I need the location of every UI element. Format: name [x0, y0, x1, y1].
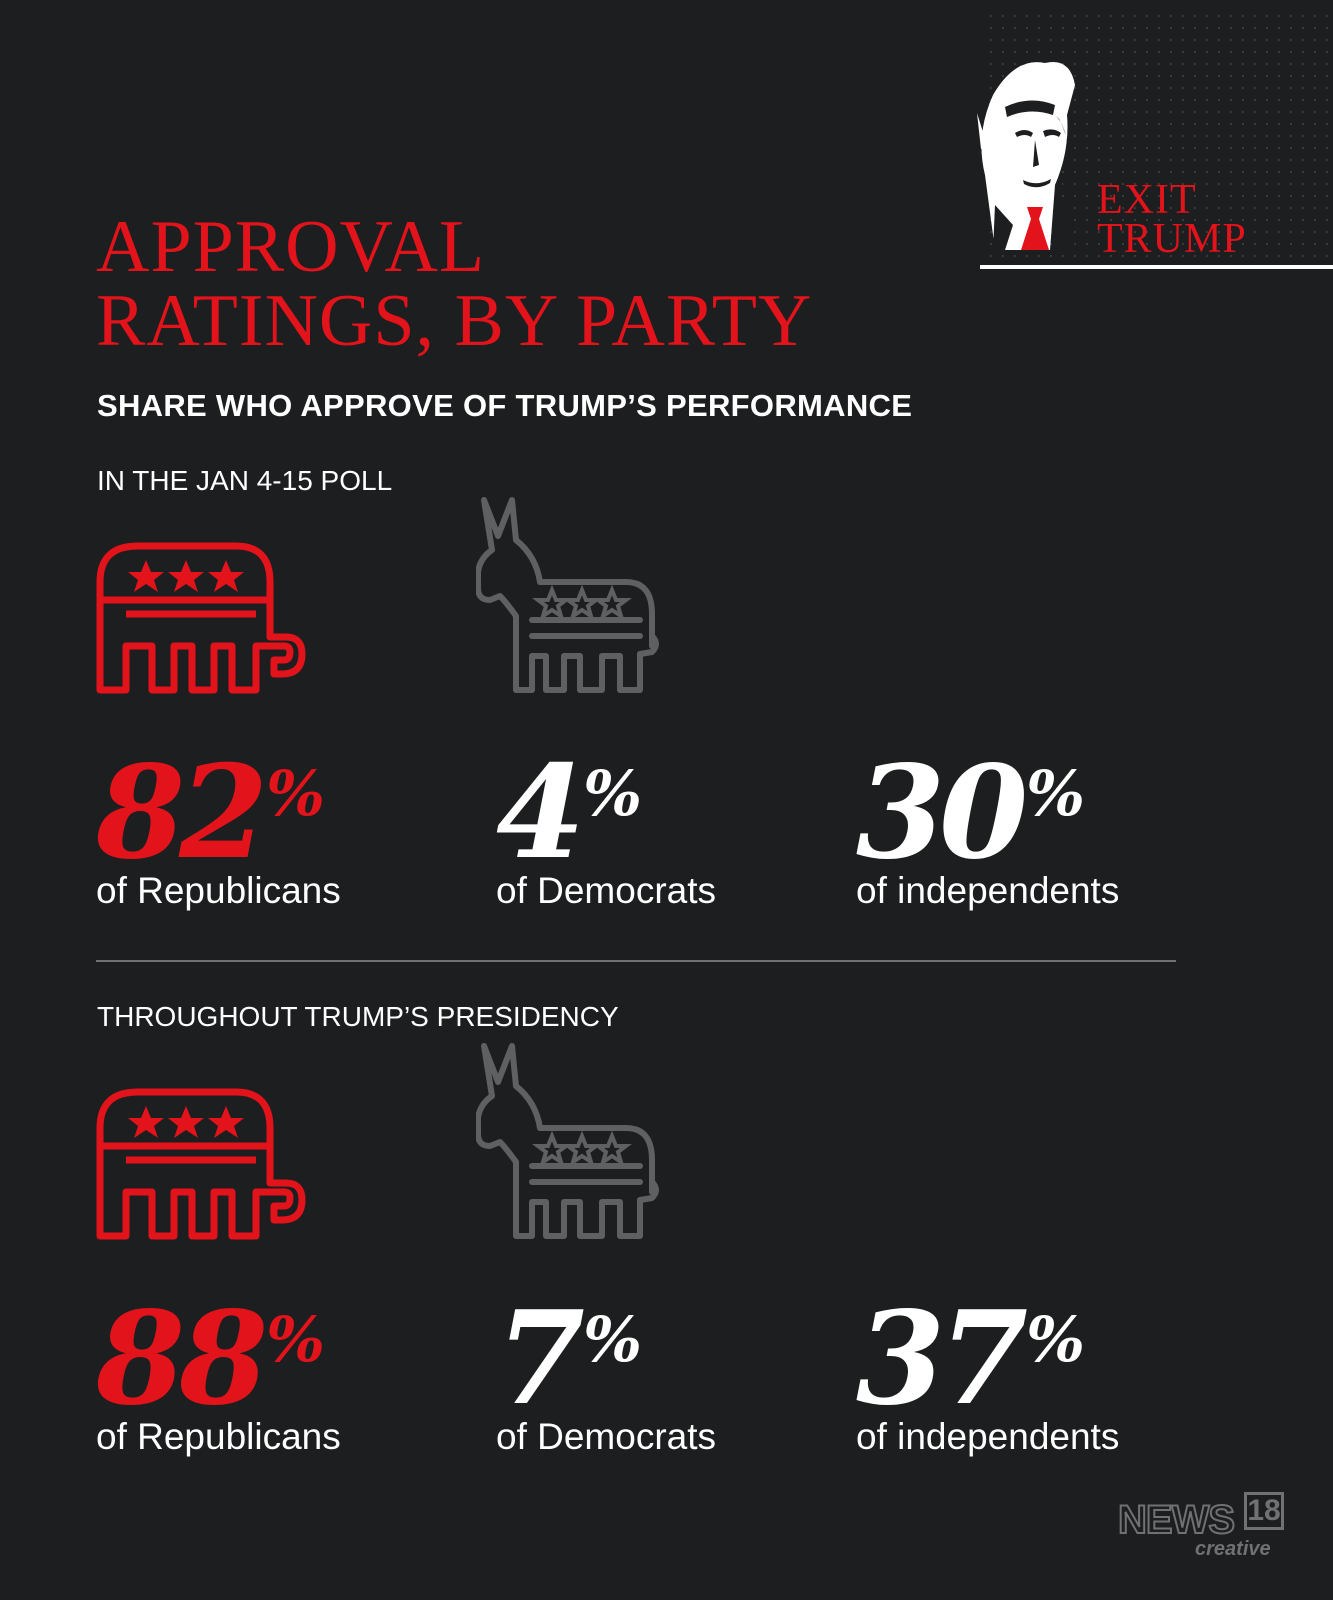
stat-group: of independents: [856, 1416, 1120, 1457]
stat-value: 88%: [96, 1284, 325, 1434]
elephant-icon: [96, 542, 306, 694]
logo-word-exit: EXIT: [1097, 177, 1197, 223]
title-line-2: RATINGS, BY PARTY: [96, 280, 813, 362]
page-title: APPROVAL RATINGS, BY PARTY: [96, 210, 812, 358]
stat-group: of Republicans: [96, 1416, 341, 1457]
exit-trump-logo: EXIT TRUMP: [975, 55, 1275, 270]
title-line-1: APPROVAL: [96, 206, 486, 288]
stat-group: of independents: [856, 870, 1120, 911]
elephant-icon: [96, 1088, 306, 1240]
stat-value: 82%: [96, 738, 325, 888]
brand-number: 18: [1244, 1492, 1284, 1530]
stat-value: 7%: [496, 1284, 642, 1434]
brand-name: NEWS: [1117, 1497, 1236, 1543]
logo-word-trump: TRUMP: [1097, 216, 1247, 262]
news18-creative-logo: NEWS 18 creative: [1117, 1492, 1288, 1560]
stat-value: 37%: [856, 1284, 1085, 1434]
brand-sub: creative: [1195, 1538, 1271, 1560]
section-divider: [96, 960, 1176, 962]
stat-group: of Democrats: [496, 1416, 717, 1457]
stat-group: of Democrats: [496, 870, 717, 911]
section-label-presidency: THROUGHOUT TRUMP’S PRESIDENCY: [97, 1001, 619, 1032]
portrait-icon: [977, 61, 1075, 250]
stat-group: of Republicans: [96, 870, 341, 911]
stat-value: 30%: [856, 738, 1085, 888]
logo-underline: [980, 265, 1333, 269]
donkey-icon: [476, 1043, 659, 1239]
subtitle: SHARE WHO APPROVE OF TRUMP’S PERFORMANCE: [97, 388, 913, 423]
section-label-poll: IN THE JAN 4-15 POLL: [97, 465, 393, 496]
stat-value: 4%: [496, 738, 642, 888]
donkey-icon: [476, 497, 659, 693]
